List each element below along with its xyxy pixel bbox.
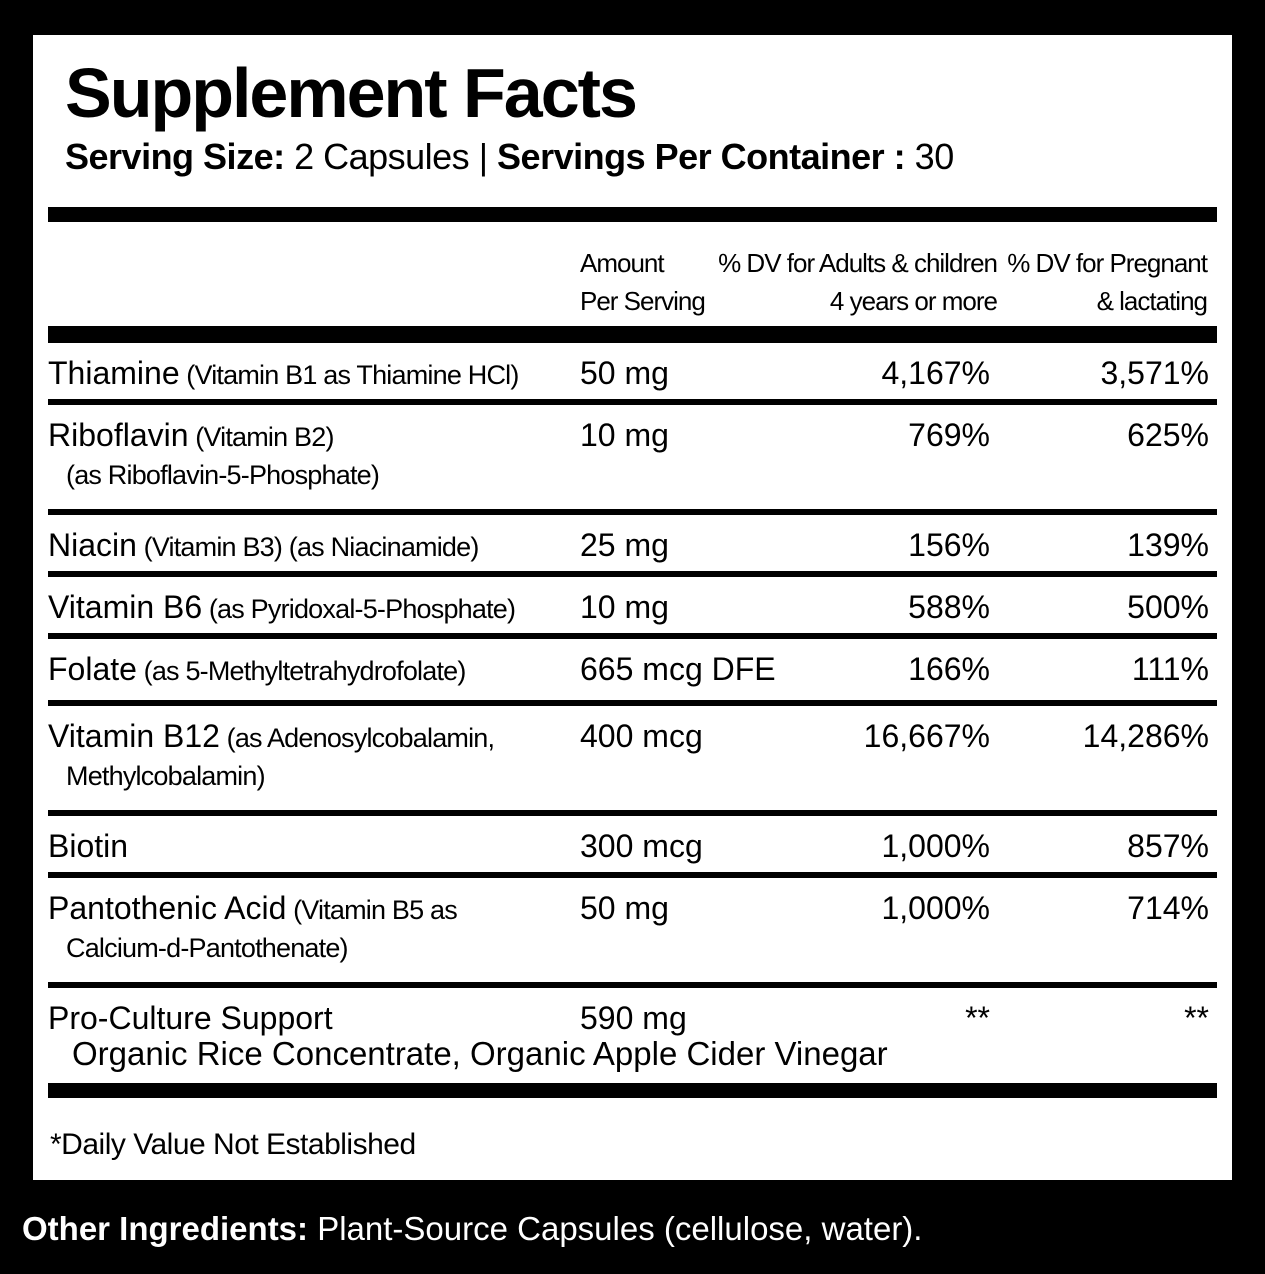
row-line: Methylcobalamin) (48, 756, 1217, 794)
table-row: Vitamin B12 (as Adenosylcobalamin, Methyl… (48, 706, 1217, 816)
row-line: Biotin (48, 828, 1217, 864)
row-line: Pantothenic Acid (Vitamin B5 as (48, 890, 1217, 928)
divider (48, 207, 1217, 222)
amount: 590 mg (580, 1000, 687, 1036)
amount: 10 mg (580, 417, 669, 453)
nutrient-detail: (Vitamin B2) (188, 422, 334, 452)
dv-pregnant: 714% (1127, 890, 1209, 926)
amount: 10 mg (580, 589, 669, 625)
nutrient-detail: Methylcobalamin) (66, 761, 266, 791)
nutrient-name: Folate (48, 651, 137, 687)
dv-pregnant: 857% (1127, 828, 1209, 864)
dv-adults: 4,167% (881, 355, 990, 391)
per-container-label: Servings Per Container : (497, 136, 906, 177)
header-line: Per Serving (580, 286, 706, 316)
dv-pregnant: 111% (1131, 651, 1209, 687)
nutrient-name: Pantothenic Acid (48, 890, 287, 926)
nutrient-name: Thiamine (48, 355, 180, 391)
nutrient-detail: (as 5-Methyltetrahydrofolate) (136, 656, 467, 686)
amount: 50 mg (580, 890, 669, 926)
nutrient-name: Biotin (48, 828, 129, 864)
table-body: Thiamine (Vitamin B1 as Thiamine HCl) 50 … (48, 343, 1217, 1098)
row-line: Folate (as 5-Methyltetrahydrofolate) (48, 651, 1217, 689)
nutrient-name: Riboflavin (48, 417, 189, 453)
other-label: Other Ingredients: (22, 1210, 309, 1247)
dv-adults: 16,667% (863, 718, 990, 754)
nutrient-detail: (as Adenosylcobalamin, (219, 723, 495, 753)
dv-adults: 156% (908, 527, 990, 563)
row-line: Thiamine (Vitamin B1 as Thiamine HCl) (48, 355, 1217, 393)
dv-adults: 1,000% (881, 890, 990, 926)
dv-adults: 588% (908, 589, 990, 625)
dv-pregnant: 3,571% (1100, 355, 1209, 391)
dv-adults: 769% (908, 417, 990, 453)
nutrient-name: Niacin (48, 527, 137, 563)
serving-size-value: 2 Capsules | (284, 136, 498, 177)
other-ingredients: Other Ingredients: Plant-Source Capsules… (22, 1210, 922, 1248)
header-line: Amount (580, 248, 665, 278)
nutrient-sub: Organic Rice Concentrate, Organic Apple … (72, 1035, 888, 1072)
divider (48, 326, 1217, 343)
dv-pregnant: 139% (1127, 527, 1209, 563)
nutrient-name: Vitamin B12 (48, 718, 220, 754)
row-line: Vitamin B12 (as Adenosylcobalamin, (48, 718, 1217, 756)
dv-adults: 1,000% (881, 828, 990, 864)
table-header: Amount Per Serving % DV for Adults & chil… (48, 222, 1217, 326)
serving-size-label: Serving Size: (65, 136, 285, 177)
dv-pregnant: 500% (1127, 589, 1209, 625)
table-row: Niacin (Vitamin B3) (as Niacinamide) 25 m… (48, 515, 1217, 577)
table-row: Pantothenic Acid (Vitamin B5 as Calcium-d… (48, 878, 1217, 988)
nutrient-name: Vitamin B6 (48, 589, 203, 625)
dv-pregnant: 14,286% (1082, 718, 1209, 754)
other-text: Plant-Source Capsules (cellulose, water)… (308, 1210, 923, 1247)
dv-adults: 166% (908, 651, 990, 687)
row-line: Pro-Culture Support (48, 1000, 1217, 1036)
table-row: Thiamine (Vitamin B1 as Thiamine HCl) 50 … (48, 343, 1217, 405)
amount: 400 mcg (580, 718, 703, 754)
footnote: *Daily Value Not Established (50, 1128, 416, 1161)
amount: 25 mg (580, 527, 669, 563)
table-row: Biotin 300 mcg 1,000% 857% (48, 816, 1217, 878)
per-container-value: 30 (905, 136, 955, 177)
dv-pregnant: 625% (1127, 417, 1209, 453)
nutrient-detail: (Vitamin B3) (as Niacinamide) (136, 532, 480, 562)
row-line: Niacin (Vitamin B3) (as Niacinamide) (48, 527, 1217, 565)
table-row: Pro-Culture Support Organic Rice Concentr… (48, 988, 1217, 1098)
header-line: & lactating (1096, 286, 1208, 316)
amount: 50 mg (580, 355, 669, 391)
amount: 300 mcg (580, 828, 703, 864)
nutrient-detail: (Vitamin B5 as (286, 895, 458, 925)
nutrient-detail: (Vitamin B1 as Thiamine HCl) (179, 360, 519, 390)
table-row: Vitamin B6 (as Pyridoxal-5-Phosphate) 10 … (48, 577, 1217, 639)
nutrient-detail: (as Pyridoxal-5-Phosphate) (202, 594, 516, 624)
nutrient-detail: Calcium-d-Pantothenate) (66, 933, 349, 963)
header-line: % DV for Pregnant (1007, 248, 1208, 278)
row-line: Vitamin B6 (as Pyridoxal-5-Phosphate) (48, 589, 1217, 627)
dv-pregnant: ** (1184, 1000, 1209, 1036)
header-dv-pregnant: % DV for Pregnant & lactating (1007, 244, 1208, 320)
amount: 665 mcg DFE (580, 651, 776, 687)
table-row: Riboflavin (Vitamin B2) (as Riboflavin-5-… (48, 405, 1217, 515)
header-dv-adults: % DV for Adults & children 4 years or mor… (718, 244, 998, 320)
nutrient-name: Pro-Culture Support (48, 1000, 333, 1036)
title: Supplement Facts (65, 54, 638, 132)
table-row: Folate (as 5-Methyltetrahydrofolate) 665 … (48, 639, 1217, 706)
nutrient-detail: (as Riboflavin-5-Phosphate) (66, 460, 380, 490)
row-line: (as Riboflavin-5-Phosphate) (48, 455, 1217, 493)
header-amount: Amount Per Serving (580, 244, 706, 320)
facts-panel: Supplement Facts Serving Size: 2 Capsule… (33, 35, 1232, 1180)
row-line: Calcium-d-Pantothenate) (48, 928, 1217, 966)
header-line: % DV for Adults & children (718, 248, 998, 278)
header-line: 4 years or more (829, 286, 998, 316)
dv-adults: ** (965, 1000, 990, 1036)
row-line: Riboflavin (Vitamin B2) (48, 417, 1217, 455)
serving-info: Serving Size: 2 Capsules | Servings Per … (65, 135, 1217, 179)
